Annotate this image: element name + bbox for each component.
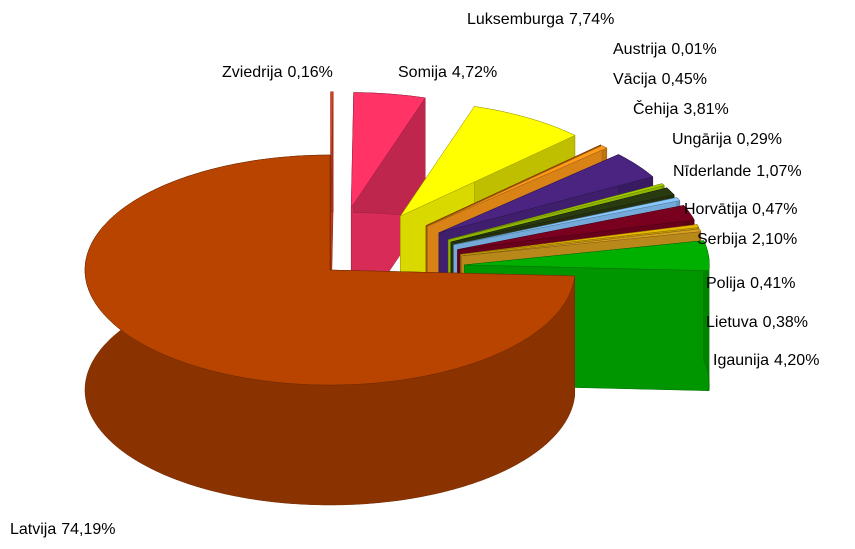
- slice-top: [425, 144, 601, 226]
- value-label: 7,74%: [569, 11, 614, 28]
- value-label: 0,41%: [750, 275, 795, 292]
- slice-top: [399, 106, 576, 217]
- data-label: Serbija 2,10%: [697, 231, 797, 248]
- data-label: Luksemburga 7,74%: [467, 11, 614, 28]
- value-label: 0,01%: [671, 41, 716, 58]
- value-label: 4,20%: [774, 352, 819, 369]
- slice: [84, 154, 575, 506]
- slice-top: [453, 197, 681, 246]
- category-name: Polija: [706, 275, 745, 292]
- category-name: Serbija: [697, 231, 747, 248]
- data-label: Vācija 0,45%: [613, 71, 707, 88]
- slice-top: [448, 183, 665, 240]
- value-label: 0,16%: [287, 64, 332, 81]
- category-name: Somija: [398, 64, 447, 81]
- category-name: Luksemburga: [467, 11, 564, 28]
- category-name: Čehija: [633, 99, 678, 118]
- value-label: 74,19%: [61, 521, 115, 538]
- slice: [350, 92, 426, 329]
- slice-top: [460, 224, 700, 255]
- slice-top: [461, 228, 702, 257]
- category-name: Lietuva: [706, 314, 758, 331]
- value-label: 0,29%: [737, 131, 782, 148]
- category-name: Igaunija: [713, 352, 769, 369]
- data-label: Somija 4,72%: [398, 64, 497, 81]
- category-name: Vācija: [613, 71, 657, 88]
- slice-top: [464, 240, 710, 271]
- slice: [330, 91, 334, 327]
- slice-top: [438, 154, 654, 234]
- category-name: Latvija: [10, 521, 56, 538]
- category-name: Ungārija: [672, 131, 732, 148]
- data-label: Ungārija 0,29%: [672, 131, 782, 148]
- slice-top: [350, 92, 426, 209]
- slice-top: [457, 205, 695, 250]
- value-label: 0,38%: [763, 314, 808, 331]
- slice-top: [330, 91, 334, 207]
- data-label: Zviedrija 0,16%: [222, 64, 333, 81]
- slice-top: [427, 145, 608, 227]
- data-label: Nīderlande 1,07%: [673, 163, 802, 180]
- value-label: 2,10%: [752, 231, 797, 248]
- value-label: 3,81%: [683, 101, 728, 118]
- data-label: Latvija 74,19%: [10, 521, 116, 538]
- slice-top: [450, 187, 675, 243]
- data-label: Horvātija 0,47%: [684, 201, 798, 218]
- value-label: 0,45%: [662, 71, 707, 88]
- data-label: Igaunija 4,20%: [713, 352, 819, 369]
- data-label: Lietuva 0,38%: [706, 314, 808, 331]
- value-label: 0,47%: [752, 201, 797, 218]
- category-name: Horvātija: [684, 201, 747, 218]
- data-label: Polija 0,41%: [706, 275, 796, 292]
- category-name: Nīderlande: [673, 163, 751, 180]
- value-label: 1,07%: [756, 163, 801, 180]
- data-label: Austrija 0,01%: [613, 41, 717, 58]
- category-name: Zviedrija: [222, 64, 283, 81]
- value-label: 4,72%: [452, 64, 497, 81]
- data-label: Čehija 3,81%: [633, 99, 729, 118]
- category-name: Austrija: [613, 41, 666, 58]
- slice-top: [84, 154, 575, 386]
